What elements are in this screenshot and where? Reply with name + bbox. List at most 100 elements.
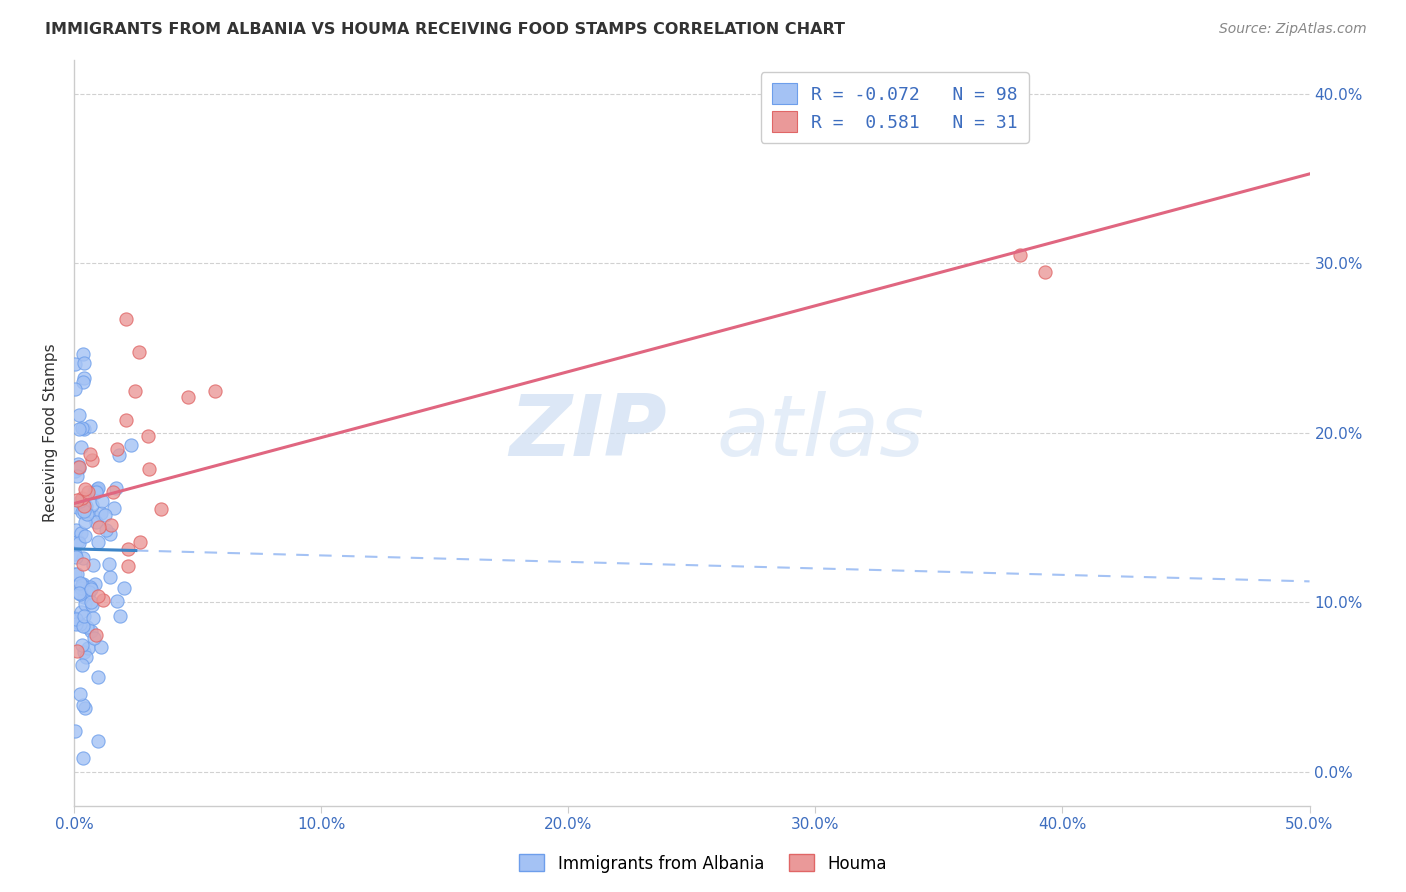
Point <box>107 449 129 463</box>
Point <box>67 408 90 422</box>
Point <box>83 631 105 645</box>
Point <box>75 701 97 715</box>
Point <box>73 499 96 513</box>
Point <box>70 657 93 672</box>
Point <box>65 493 87 508</box>
Point <box>98 570 121 584</box>
Point <box>96 523 118 537</box>
Point <box>80 598 103 612</box>
Point <box>103 501 125 516</box>
Point <box>65 357 87 371</box>
Point <box>1033 264 1056 278</box>
Point <box>84 483 107 498</box>
Point <box>124 384 146 399</box>
Point <box>82 498 104 512</box>
Point <box>94 508 117 523</box>
Point <box>86 484 108 499</box>
Point <box>69 587 91 601</box>
Point <box>65 617 87 632</box>
Point <box>66 500 89 514</box>
Point <box>84 628 107 642</box>
Point <box>150 502 173 516</box>
Point <box>70 526 93 541</box>
Point <box>67 460 90 475</box>
Point <box>65 464 87 478</box>
Legend: Immigrants from Albania, Houma: Immigrants from Albania, Houma <box>513 847 893 880</box>
Text: Source: ZipAtlas.com: Source: ZipAtlas.com <box>1219 22 1367 37</box>
Point <box>67 459 90 474</box>
Text: ZIP: ZIP <box>509 391 666 474</box>
Point <box>120 438 142 452</box>
Point <box>67 536 90 550</box>
Point <box>204 384 226 398</box>
Point <box>83 484 105 499</box>
Point <box>75 649 97 664</box>
Point <box>70 494 93 508</box>
Point <box>72 496 94 510</box>
Point <box>73 422 96 436</box>
Point <box>65 644 87 658</box>
Point <box>115 312 138 326</box>
Point <box>80 595 103 609</box>
Point <box>69 494 91 508</box>
Point <box>73 608 96 623</box>
Point <box>69 687 91 701</box>
Point <box>72 578 94 592</box>
Point <box>65 724 87 739</box>
Point <box>67 422 90 436</box>
Point <box>91 592 114 607</box>
Point <box>128 345 150 359</box>
Point <box>66 457 89 471</box>
Point <box>90 506 112 520</box>
Point <box>82 508 104 523</box>
Point <box>73 504 96 518</box>
Point <box>177 390 200 404</box>
Text: IMMIGRANTS FROM ALBANIA VS HOUMA RECEIVING FOOD STAMPS CORRELATION CHART: IMMIGRANTS FROM ALBANIA VS HOUMA RECEIVI… <box>45 22 845 37</box>
Point <box>65 611 87 625</box>
Point <box>86 481 108 495</box>
Point <box>110 608 132 623</box>
Point <box>117 541 139 556</box>
Point <box>100 517 122 532</box>
Point <box>101 485 124 500</box>
Y-axis label: Receiving Food Stamps: Receiving Food Stamps <box>44 343 58 522</box>
Point <box>128 535 150 549</box>
Point <box>105 594 128 608</box>
Point <box>72 356 94 370</box>
Point <box>90 640 112 655</box>
Point <box>76 620 98 634</box>
Point <box>73 529 96 543</box>
Point <box>86 535 108 549</box>
Point <box>73 371 96 385</box>
Point <box>86 482 108 496</box>
Legend: R = -0.072   N = 98, R =  0.581   N = 31: R = -0.072 N = 98, R = 0.581 N = 31 <box>761 72 1029 143</box>
Point <box>72 558 94 572</box>
Point <box>138 462 160 476</box>
Point <box>76 640 98 655</box>
Point <box>65 547 87 561</box>
Point <box>77 485 100 500</box>
Point <box>75 499 97 513</box>
Point <box>65 567 87 582</box>
Point <box>70 639 93 653</box>
Point <box>73 590 96 604</box>
Point <box>69 575 91 590</box>
Point <box>66 566 89 581</box>
Point <box>72 491 94 506</box>
Point <box>80 624 103 638</box>
Point <box>84 515 107 529</box>
Point <box>87 589 110 603</box>
Point <box>67 459 90 474</box>
Point <box>75 598 97 612</box>
Point <box>79 580 101 594</box>
Point <box>117 559 139 574</box>
Point <box>138 429 160 443</box>
Point <box>72 698 94 712</box>
Point <box>79 419 101 434</box>
Point <box>66 469 89 483</box>
Point <box>72 619 94 633</box>
Point <box>65 523 87 537</box>
Point <box>72 375 94 389</box>
Text: atlas: atlas <box>717 391 925 474</box>
Point <box>115 413 138 427</box>
